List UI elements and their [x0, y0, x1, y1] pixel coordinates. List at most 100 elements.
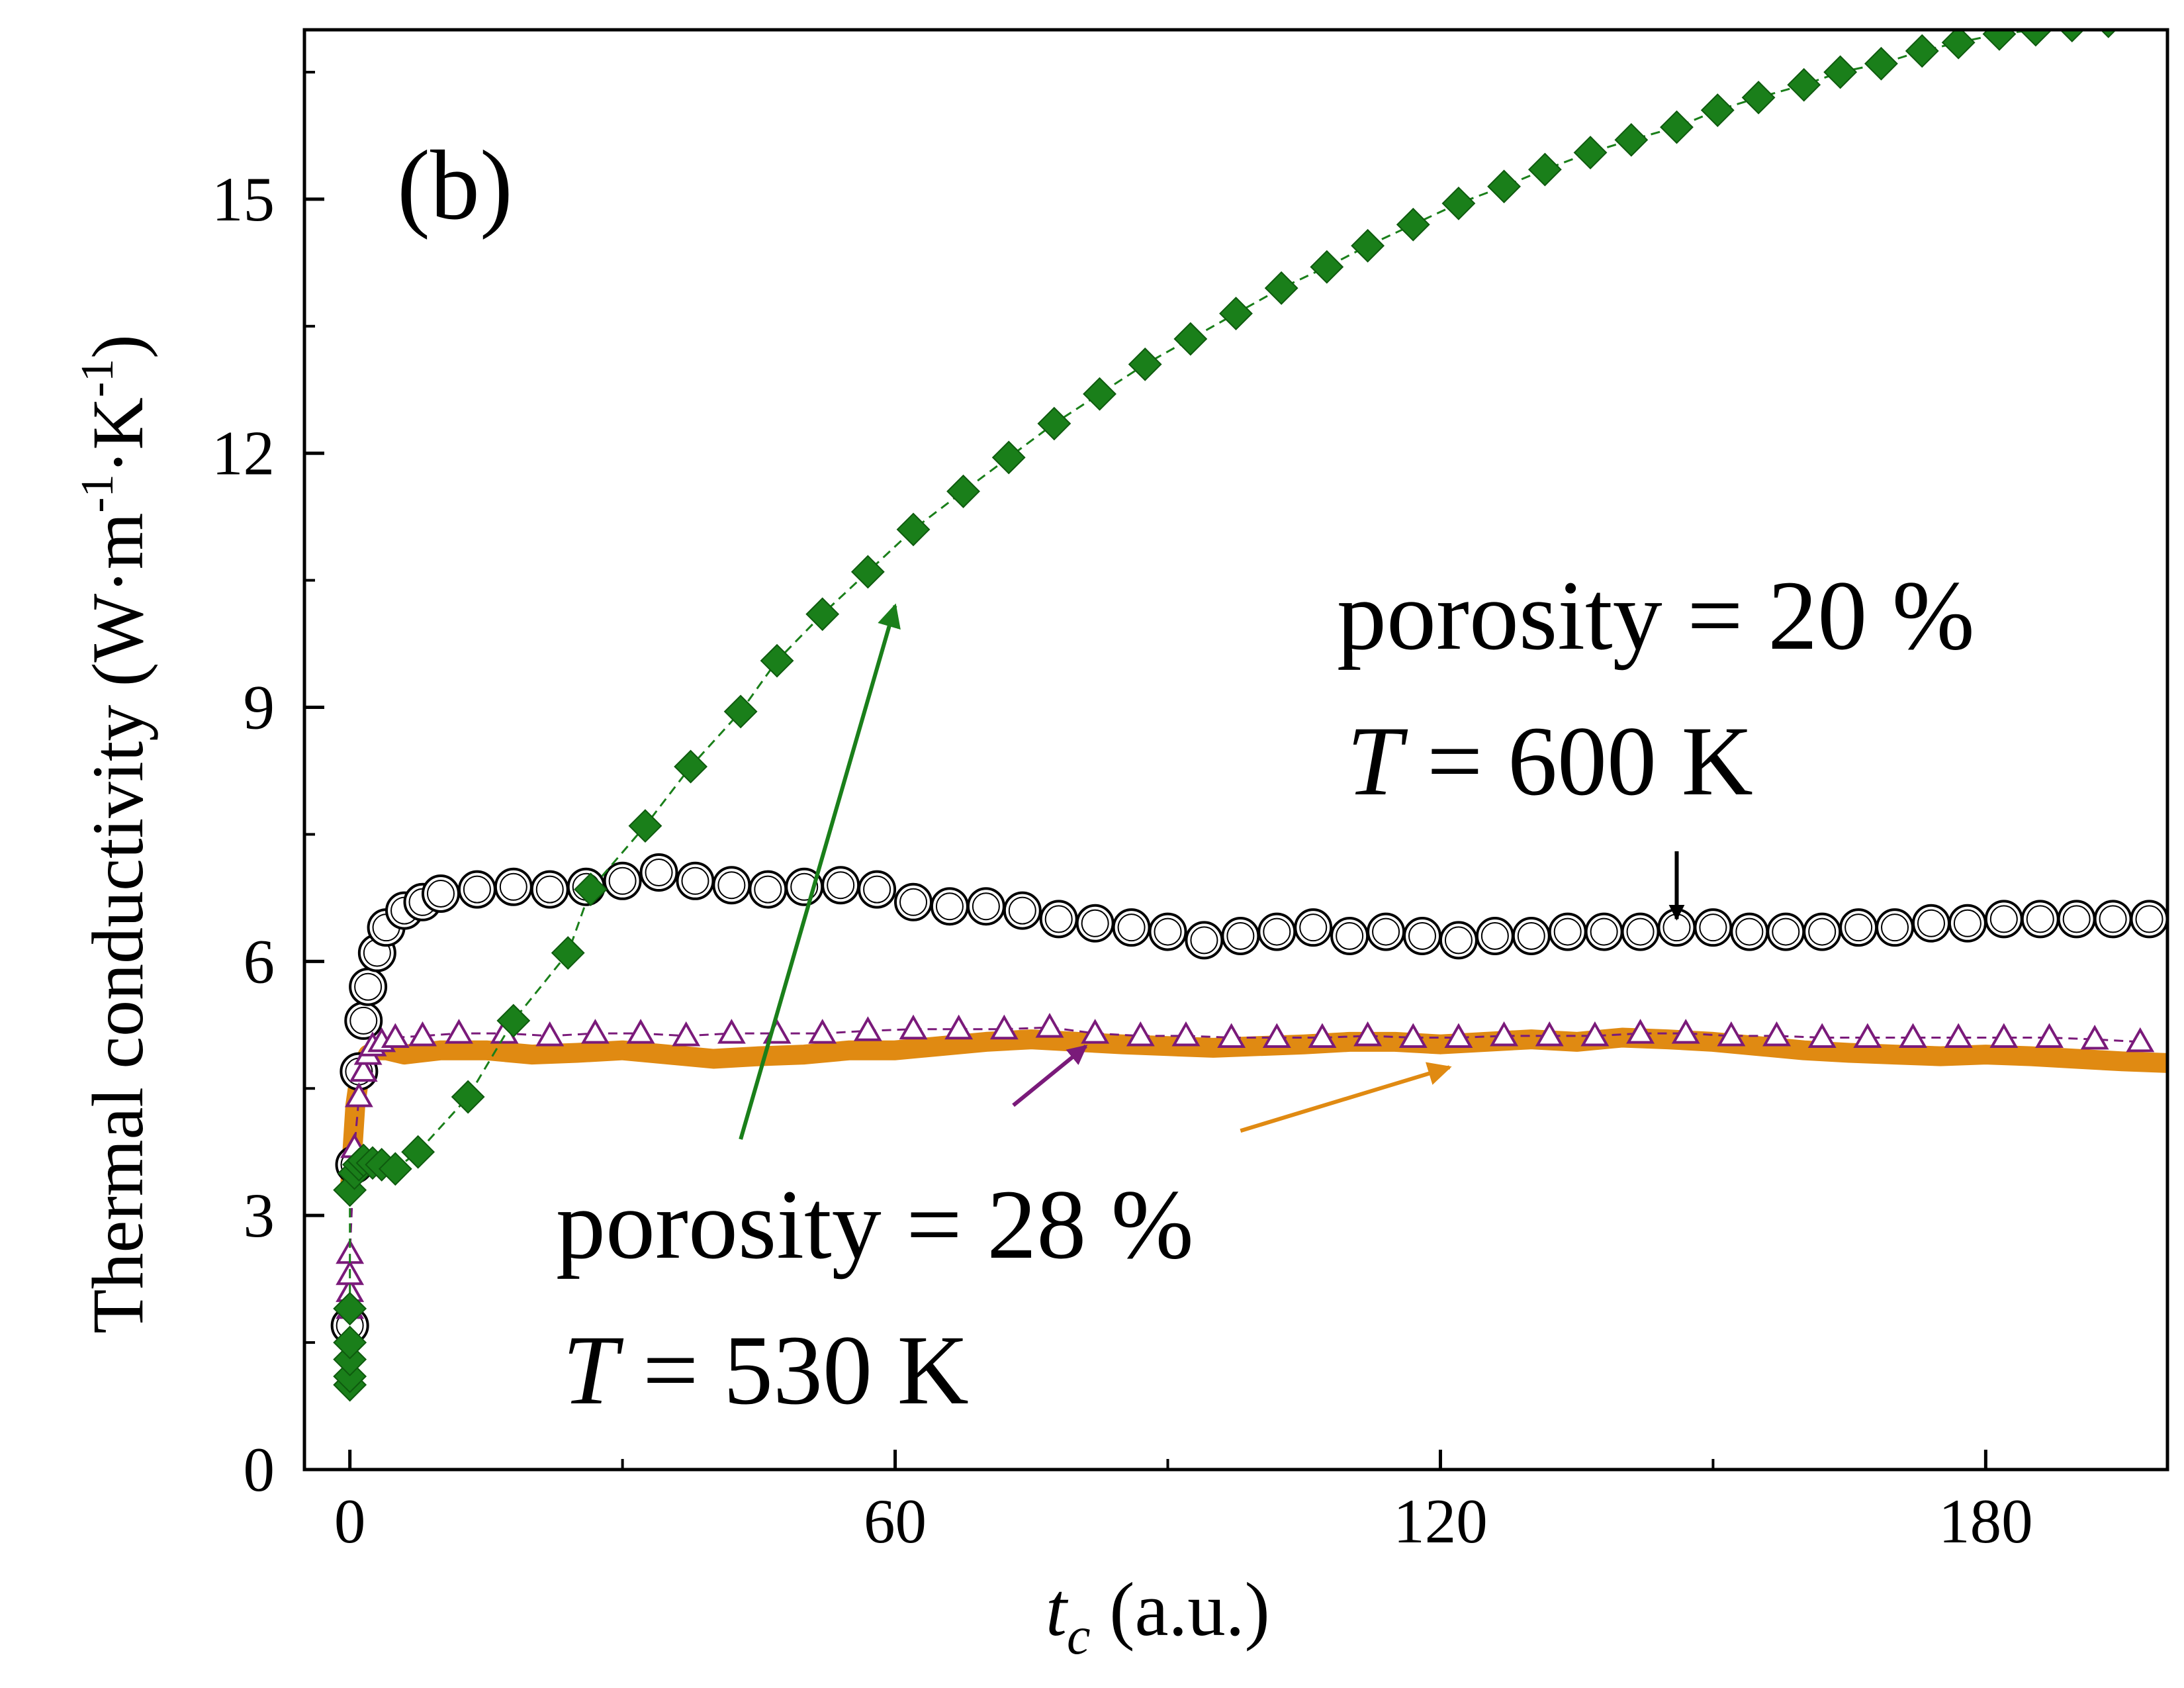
annotation-28-line2: T = 530 K [563, 1315, 969, 1425]
data-point-triangle [1717, 1021, 1746, 1047]
data-point-circle-inner [972, 892, 1000, 921]
data-point-diamond [1351, 228, 1385, 263]
data-point-circle-inner [1117, 914, 1146, 942]
data-point-diamond [674, 749, 708, 784]
data-point-circle [749, 870, 788, 909]
annotation-arrows [739, 603, 1685, 1140]
data-point-circle [1730, 912, 1769, 951]
data-point-circle [894, 882, 933, 921]
data-point-triangle [626, 1019, 655, 1044]
data-point-circle-inner [1299, 914, 1328, 942]
data-point-circle [530, 870, 569, 909]
data-point-circle [1185, 921, 1224, 960]
data-point-diamond [1941, 30, 1976, 60]
data-point-circle-inner [935, 892, 964, 921]
arrow-green [739, 603, 901, 1140]
data-point-circle-inner [349, 1006, 378, 1035]
data-point-circle [1148, 912, 1187, 951]
data-point-triangle [899, 1014, 928, 1040]
data-point-circle-inner [1263, 917, 1291, 946]
y-tick-label: 9 [244, 673, 275, 743]
data-point-circle-inner [1408, 921, 1436, 950]
data-point-circle [2093, 900, 2132, 939]
data-point-circle [1039, 900, 1078, 939]
data-point-circle [1984, 900, 2023, 939]
x-tick-label: 180 [1938, 1486, 2033, 1556]
data-point-diamond [1527, 152, 1562, 187]
data-point-triangle [535, 1021, 565, 1047]
data-point-circle-inner [1444, 926, 1473, 955]
y-axis: 0 3 6 9 12 15 [212, 70, 324, 1505]
y-tick-label: 3 [244, 1180, 275, 1250]
data-point-diamond [1219, 297, 1253, 331]
data-point-circle [1694, 908, 1733, 947]
data-point-triangle [1444, 1023, 1473, 1048]
data-point-diamond [760, 643, 794, 678]
data-point-triangle [349, 1056, 378, 1082]
data-point-circle-inner [1808, 917, 1837, 946]
data-point-circle [1475, 916, 1514, 955]
data-point-circle-inner [1044, 905, 1073, 933]
data-point-diamond [1173, 322, 1208, 356]
data-point-diamond [574, 872, 608, 907]
data-point-triangle [1262, 1023, 1291, 1048]
data-point-triangle [853, 1016, 882, 1041]
data-point-diamond [2019, 30, 2053, 47]
data-point-circle-inner [1881, 914, 1909, 942]
data-point-triangle [1853, 1023, 1882, 1048]
data-point-diamond [1573, 136, 1608, 169]
data-point-circle [712, 866, 751, 905]
data-point-circle [2130, 900, 2167, 939]
x-tick-label: 0 [334, 1486, 366, 1556]
data-point-diamond [1441, 186, 1476, 220]
data-point-circle-inner [1844, 914, 1873, 942]
data-point-triangle [1899, 1023, 1927, 1048]
data-point-circle-inner [645, 859, 673, 887]
data-point-circle [966, 887, 1005, 926]
data-point-circle-inner [1553, 917, 1582, 946]
data-point-circle-inner [1517, 921, 1545, 950]
data-point-circle [344, 1001, 383, 1040]
data-point-diamond [1741, 80, 1776, 115]
data-point-diamond [1083, 377, 1116, 411]
data-point-diamond [1864, 46, 1898, 81]
data-point-circle-inner [535, 875, 564, 904]
data-point-diamond [333, 1291, 367, 1326]
data-point-diamond [2100, 30, 2117, 38]
plot-series [330, 30, 2167, 1402]
data-point-circle [1548, 912, 1587, 951]
data-point-diamond [378, 1152, 412, 1186]
data-point-circle-inner [2099, 905, 2127, 933]
data-point-circle [1584, 912, 1623, 951]
data-point-circle [858, 870, 897, 909]
data-point-diamond [1264, 271, 1298, 305]
plot-frame [302, 28, 2169, 1472]
data-point-circle [1294, 908, 1333, 947]
data-point-circle [1876, 908, 1915, 947]
data-point-circle [1948, 904, 1987, 943]
annotation-28-line1: porosity = 28 % [556, 1170, 1194, 1280]
data-point-circle-inner [2026, 905, 2054, 933]
data-point-circle [603, 861, 642, 900]
data-point-triangle [1989, 1023, 2019, 1048]
data-point-triangle [672, 1021, 701, 1047]
data-point-circle-inner [681, 867, 709, 895]
y-tick-label: 6 [244, 926, 275, 996]
data-point-circle [494, 867, 533, 906]
data-point-triangle [1081, 1019, 1110, 1044]
data-point-circle-inner [1989, 905, 2018, 933]
data-point-triangle [808, 1019, 837, 1044]
data-point-diamond [1128, 347, 1162, 381]
data-point-circle-inner [1917, 909, 1945, 937]
data-point-triangle [1580, 1021, 1610, 1047]
data-point-diamond [551, 936, 585, 970]
data-point-triangle [1944, 1023, 1973, 1048]
data-point-circle-inner [608, 867, 637, 895]
data-point-circle [1621, 912, 1660, 951]
data-point-diamond [451, 1080, 485, 1114]
data-point-triangle [408, 1021, 437, 1047]
data-point-circle-inner [499, 872, 527, 901]
data-point-diamond [333, 1342, 367, 1377]
data-point-diamond [1487, 169, 1522, 204]
